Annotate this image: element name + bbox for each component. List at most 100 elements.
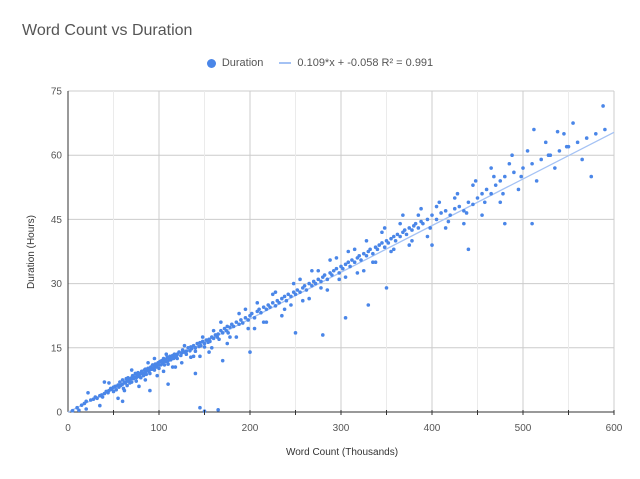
data-point[interactable] xyxy=(452,206,457,211)
data-point[interactable] xyxy=(257,307,261,312)
data-point[interactable] xyxy=(416,213,421,217)
data-point[interactable] xyxy=(425,234,430,239)
data-point[interactable] xyxy=(346,249,351,254)
data-point[interactable] xyxy=(532,127,536,132)
data-point[interactable] xyxy=(557,149,562,153)
data-point[interactable] xyxy=(437,200,442,205)
data-point[interactable] xyxy=(530,161,534,166)
data-point[interactable] xyxy=(228,335,232,339)
data-point[interactable] xyxy=(307,281,311,286)
data-point[interactable] xyxy=(410,228,414,232)
data-point[interactable] xyxy=(439,211,443,215)
data-point[interactable] xyxy=(434,217,439,222)
data-point[interactable] xyxy=(580,157,584,162)
data-point[interactable] xyxy=(184,352,189,357)
data-point[interactable] xyxy=(289,303,293,307)
data-point[interactable] xyxy=(225,341,230,346)
data-point[interactable] xyxy=(480,191,484,196)
data-point[interactable] xyxy=(234,320,239,324)
data-point[interactable] xyxy=(209,346,214,350)
data-point[interactable] xyxy=(293,331,298,335)
data-point[interactable] xyxy=(473,179,478,183)
data-point[interactable] xyxy=(375,247,380,252)
data-point[interactable] xyxy=(243,307,248,312)
data-point[interactable] xyxy=(359,258,363,262)
data-point[interactable] xyxy=(366,303,371,307)
data-point[interactable] xyxy=(391,247,396,252)
data-point[interactable] xyxy=(211,336,216,341)
data-point[interactable] xyxy=(389,249,393,254)
data-point[interactable] xyxy=(120,399,125,404)
data-point[interactable] xyxy=(198,405,202,410)
data-point[interactable] xyxy=(343,316,348,320)
data-point[interactable] xyxy=(457,204,462,209)
data-point[interactable] xyxy=(198,340,202,345)
data-point[interactable] xyxy=(443,226,448,230)
data-point[interactable] xyxy=(259,310,263,315)
data-point[interactable] xyxy=(525,149,530,153)
data-point[interactable] xyxy=(407,243,412,247)
data-point[interactable] xyxy=(516,187,521,192)
data-point[interactable] xyxy=(298,290,302,294)
data-point[interactable] xyxy=(493,183,498,187)
data-point[interactable] xyxy=(166,382,170,386)
data-point[interactable] xyxy=(371,251,375,256)
data-point[interactable] xyxy=(264,320,269,324)
data-point[interactable] xyxy=(217,337,221,342)
data-point[interactable] xyxy=(264,307,269,312)
data-point[interactable] xyxy=(471,202,475,207)
data-point[interactable] xyxy=(226,331,230,335)
data-point[interactable] xyxy=(584,136,589,140)
data-point[interactable] xyxy=(166,362,170,366)
data-point[interactable] xyxy=(350,258,354,262)
data-point[interactable] xyxy=(146,360,150,365)
data-point[interactable] xyxy=(589,174,594,179)
data-point[interactable] xyxy=(300,298,305,303)
data-point[interactable] xyxy=(564,144,569,149)
data-point[interactable] xyxy=(430,243,434,247)
data-point[interactable] xyxy=(471,183,475,187)
data-point[interactable] xyxy=(503,174,507,179)
data-point[interactable] xyxy=(220,358,225,363)
data-point[interactable] xyxy=(141,373,146,378)
data-point[interactable] xyxy=(512,170,516,175)
data-point[interactable] xyxy=(164,352,169,357)
data-point[interactable] xyxy=(334,256,339,260)
data-point[interactable] xyxy=(298,277,302,282)
data-point[interactable] xyxy=(361,268,366,273)
data-point[interactable] xyxy=(480,213,484,217)
data-point[interactable] xyxy=(86,390,90,395)
data-point[interactable] xyxy=(391,234,396,239)
data-point[interactable] xyxy=(261,320,266,324)
data-point[interactable] xyxy=(382,226,387,230)
data-point[interactable] xyxy=(280,313,284,318)
data-point[interactable] xyxy=(325,277,330,282)
data-point[interactable] xyxy=(530,221,534,226)
data-point[interactable] xyxy=(208,339,212,344)
data-point[interactable] xyxy=(273,304,278,308)
data-point[interactable] xyxy=(246,318,250,322)
data-point[interactable] xyxy=(273,290,278,294)
data-point[interactable] xyxy=(122,388,127,393)
data-point[interactable] xyxy=(252,326,257,331)
data-point[interactable] xyxy=(328,258,332,262)
data-point[interactable] xyxy=(316,277,321,282)
data-point[interactable] xyxy=(389,236,393,241)
data-point[interactable] xyxy=(337,271,341,275)
data-point[interactable] xyxy=(466,200,471,205)
data-point[interactable] xyxy=(107,381,111,385)
data-point[interactable] xyxy=(173,365,178,369)
data-point[interactable] xyxy=(302,283,307,288)
data-point[interactable] xyxy=(395,232,400,237)
data-point[interactable] xyxy=(75,405,79,410)
data-point[interactable] xyxy=(489,191,493,196)
data-point[interactable] xyxy=(398,234,402,239)
data-point[interactable] xyxy=(575,140,580,145)
data-point[interactable] xyxy=(79,403,84,407)
data-point[interactable] xyxy=(361,251,366,256)
data-point[interactable] xyxy=(116,396,120,401)
data-point[interactable] xyxy=(492,174,496,179)
data-point[interactable] xyxy=(240,321,245,325)
data-point[interactable] xyxy=(319,286,323,290)
data-point[interactable] xyxy=(416,226,421,230)
